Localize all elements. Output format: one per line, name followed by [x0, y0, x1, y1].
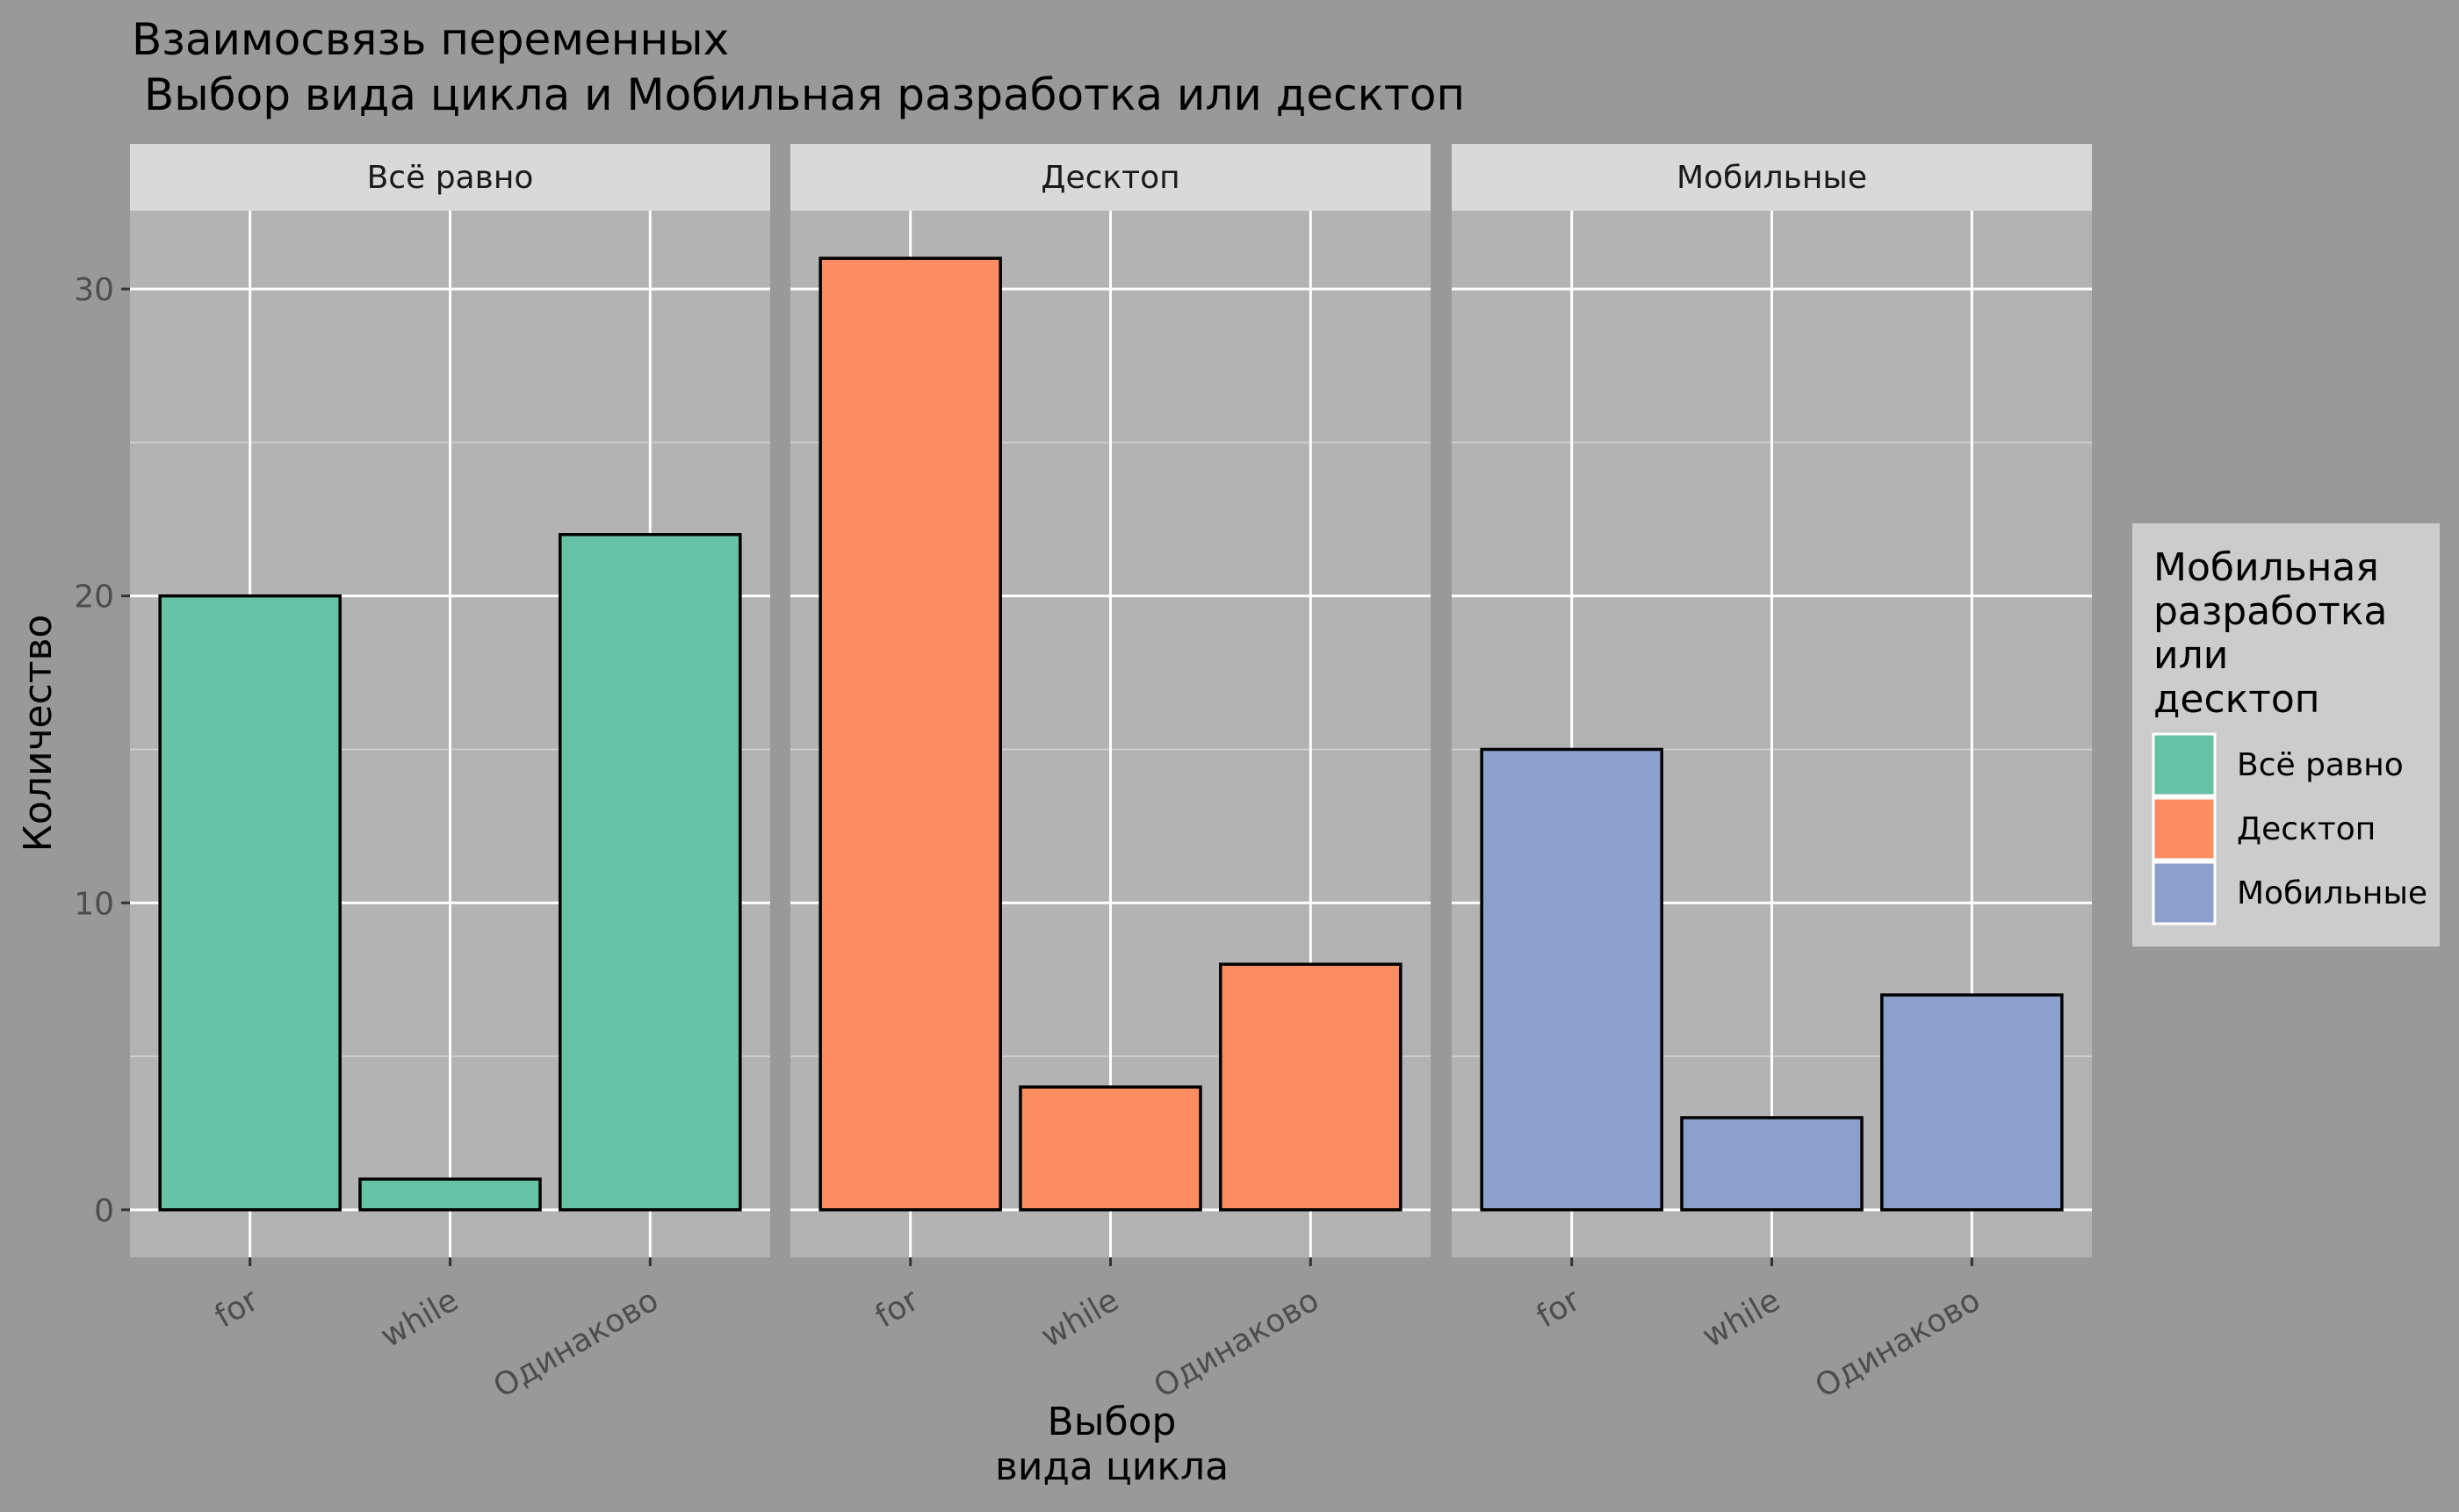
y-axis: 0 10 20 30 — [74, 272, 130, 1229]
legend-title-line3: или — [2153, 633, 2228, 678]
chart-title: Взаимосвязь переменных — [132, 14, 729, 65]
x-axis-label-line1: Выбор — [1048, 1400, 1177, 1444]
bar-2-3 — [1219, 962, 1403, 1212]
y-axis-label: Количество — [16, 615, 61, 853]
x-axis-label-line2: вида цикла — [995, 1444, 1229, 1489]
bar-1-2 — [358, 1177, 542, 1212]
facet-strip — [790, 144, 1431, 211]
facet-strip-label: Мобильные — [1677, 160, 1867, 196]
chart-subtitle: Выбор вида цикла и Мобильная разработка … — [144, 69, 1465, 120]
legend-key — [2152, 796, 2217, 861]
facet-strip — [130, 144, 770, 211]
legend-label: Мобильные — [2237, 875, 2427, 911]
legend-title-line2: разработка — [2153, 589, 2387, 634]
bar-3-1 — [1480, 747, 1663, 1212]
facet-strip-label: Десктоп — [1041, 160, 1179, 196]
bar-1-1 — [158, 594, 342, 1212]
y-tick-label: 0 — [94, 1193, 114, 1229]
legend-title-line4: десктоп — [2153, 677, 2320, 722]
bar-3-3 — [1880, 993, 2064, 1212]
facet-strip — [1452, 144, 2092, 211]
legend-title-line1: Мобильная — [2153, 545, 2379, 590]
y-tick-label: 10 — [74, 886, 114, 922]
legend-label: Десктоп — [2237, 811, 2376, 847]
legend-key — [2152, 732, 2217, 797]
bar-3-2 — [1680, 1116, 1864, 1212]
bar-2-2 — [1019, 1085, 1202, 1212]
legend: Мобильная разработка или десктоп Всё рав… — [2132, 523, 2440, 947]
y-tick-label: 30 — [74, 272, 114, 308]
legend-label: Всё равно — [2237, 747, 2404, 783]
facet-strip-label: Всё равно — [367, 160, 534, 196]
bar-2-1 — [818, 256, 1002, 1212]
bar-1-3 — [559, 533, 742, 1212]
legend-items: Всё равно Десктоп Мобильные — [2152, 732, 2427, 925]
legend-key — [2152, 860, 2217, 925]
y-tick-label: 20 — [74, 580, 114, 616]
